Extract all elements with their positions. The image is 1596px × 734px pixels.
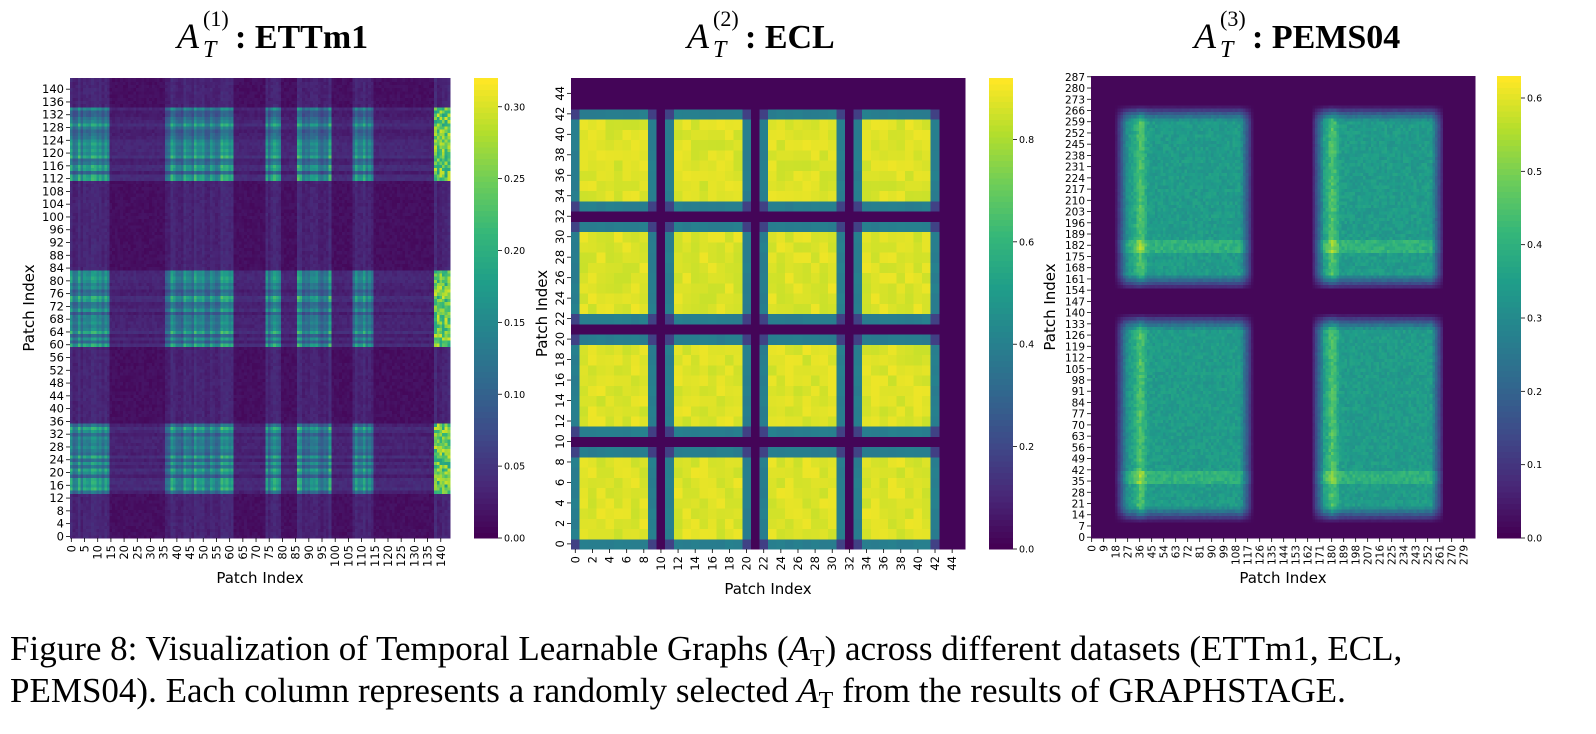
heatmap-panel-1: 0 5 10 15 20 25 30 35 40 45 50 55 60 65 70 75 80 85 90 95 10…: [20, 6, 525, 587]
heatmap-cells: [70, 78, 451, 539]
figure-panels: 0 5 10 15 20 25 30 35 40 45 50 55 60 65 70 75 80 85 90 95 10…: [0, 0, 1596, 610]
